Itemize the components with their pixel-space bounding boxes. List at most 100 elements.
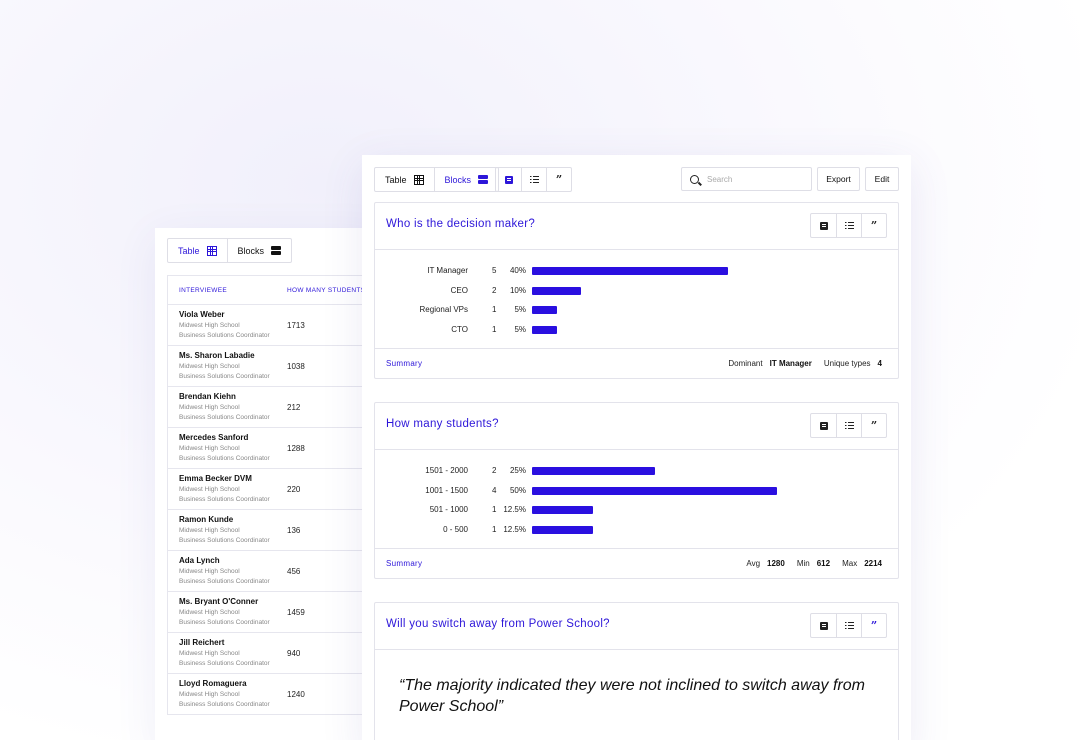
quote-icon: ” [870,618,878,632]
interviewee-cell: Mercedes Sanford Midwest High School Busin… [168,433,287,464]
interviewee-name: Ramon Kunde [179,514,234,524]
students-cell: 220 [287,484,301,494]
interviewee-school: Midwest High School [179,608,240,616]
interviewee-school: Midwest High School [179,690,240,698]
column-header-interviewee[interactable]: INTERVIEWEE [179,286,227,294]
list-icon [844,622,854,629]
interviewee-table: INTERVIEWEE HOW MANY STUDENTS Viola Webe… [167,275,385,715]
distribution-row: 0 - 500 1 12.5% [375,524,898,536]
quote-view-button[interactable]: ” [861,414,886,437]
view-switcher: Table Blocks [167,238,293,263]
interviewee-name: Ada Lynch [179,555,220,565]
quote-view-button[interactable]: ” [546,168,571,191]
tab-table[interactable]: Table [168,239,227,262]
question-card-students: How many students? ” 1501 - 2000 2 25% 1001… [374,402,899,579]
summary-link[interactable]: Summary [386,559,423,568]
column-header-students[interactable]: HOW MANY STUDENTS [287,286,366,294]
distribution-row: 1501 - 2000 2 25% [375,465,898,477]
interviewee-name: Mercedes Sanford [179,432,249,442]
table-row[interactable]: Ada Lynch Midwest High School Business Sol… [168,551,385,592]
document-icon [819,421,828,430]
table-row[interactable]: Ms. Sharon Labadie Midwest High School Bus… [168,346,385,387]
summary-link[interactable]: Summary [386,359,423,368]
interviewee-school: Midwest High School [179,649,240,657]
answer-bar [532,306,557,314]
quote-view-button[interactable]: ” [861,214,886,237]
table-header: INTERVIEWEE HOW MANY STUDENTS [168,276,385,305]
list-view-button[interactable] [836,414,861,437]
answer-label: 0 - 500 [443,524,468,534]
interviewee-role: Business Solutions Coordinator [179,454,270,462]
interviewee-name: Ms. Bryant O'Conner [179,596,259,606]
students-cell: 456 [287,566,301,576]
table-row[interactable]: Lloyd Romaguera Midwest High School Busine… [168,674,385,715]
answer-percent: 40% [509,266,526,275]
answer-percent: 5% [514,324,526,334]
quote-block: “The majority indicated they were not in… [375,650,898,740]
interviewee-role: Business Solutions Coordinator [179,331,270,339]
answer-label: IT Manager [427,266,468,275]
table-row[interactable]: Brendan Kiehn Midwest High School Business… [168,387,385,428]
document-icon [819,621,828,630]
summary-view-button[interactable] [811,214,836,237]
list-icon [844,222,854,229]
stat-unique-types-label: Unique types [823,359,871,368]
answer-count: 1 [492,305,497,314]
tab-table[interactable]: Table [375,168,434,191]
tab-blocks[interactable]: Blocks [433,168,499,191]
search-input[interactable] [707,174,802,184]
table-grid-icon [206,245,217,256]
table-row[interactable]: Ramon Kunde Midwest High School Business S… [168,510,385,551]
search-icon [690,174,699,184]
list-icon [529,176,539,183]
table-row[interactable]: Emma Becker DVM Midwest High School Busine… [168,469,385,510]
summary-stats: Dominant IT Manager Unique types 4 [728,359,887,368]
interviewee-cell: Brendan Kiehn Midwest High School Business… [168,392,287,423]
answer-bar [532,325,557,334]
quote-view-button[interactable]: ” [861,614,886,637]
students-cell: 1288 [287,443,305,453]
students-cell: 1038 [287,361,305,371]
table-row[interactable]: Jill Reichert Midwest High School Business… [168,633,385,674]
table-row[interactable]: Viola Weber Midwest High School Business S… [168,305,385,346]
answer-percent: 12.5% [503,505,526,514]
list-view-button[interactable] [836,614,861,637]
summary-view-button[interactable] [496,168,521,191]
document-icon [504,175,513,184]
answer-percent: 12.5% [503,524,526,534]
interviewee-school: Midwest High School [179,362,240,370]
stat-dominant-label: Dominant [728,359,763,368]
summary-view-button[interactable] [811,614,836,637]
tab-blocks[interactable]: Blocks [226,239,292,262]
export-button[interactable]: Export [817,167,860,191]
table-view-panel: Table Blocks INTERVIEWEE HOW MANY STUDEN… [155,228,385,740]
interviewee-name: Emma Becker DVM [179,473,252,483]
answer-bar [532,506,593,514]
edit-button[interactable]: Edit [865,167,899,191]
interviewee-school: Midwest High School [179,321,240,329]
interviewee-cell: Ada Lynch Midwest High School Business Sol… [168,556,287,587]
list-view-button[interactable] [521,168,546,191]
table-row[interactable]: Ms. Bryant O'Conner Midwest High School Bu… [168,592,385,633]
summary-stats: Avg 1280 Min 612 Max 2214 [746,559,887,568]
table-row[interactable]: Mercedes Sanford Midwest High School Busin… [168,428,385,469]
block-type-switcher: ” [495,167,572,192]
card-view-switcher: ” [810,413,887,438]
card-view-switcher: ” [810,213,887,238]
distribution-row: 1001 - 1500 4 50% [375,485,898,497]
interviewee-role: Business Solutions Coordinator [179,659,270,667]
distribution-row: CTO 1 5% [375,324,898,336]
tab-blocks-label: Blocks [237,245,265,256]
answer-distribution: 1501 - 2000 2 25% 1001 - 1500 4 50% 501 - 1000… [375,450,898,549]
answer-bar [532,267,728,275]
interviewee-cell: Viola Weber Midwest High School Business S… [168,310,287,341]
list-view-button[interactable] [836,214,861,237]
answer-bar [532,525,593,534]
answer-label: 501 - 1000 [429,505,468,514]
interviewee-school: Midwest High School [179,485,240,493]
summary-view-button[interactable] [811,414,836,437]
distribution-row: IT Manager 5 40% [375,265,898,277]
students-cell: 136 [287,525,301,535]
students-cell: 1459 [287,607,305,617]
answer-label: Regional VPs [419,305,468,314]
